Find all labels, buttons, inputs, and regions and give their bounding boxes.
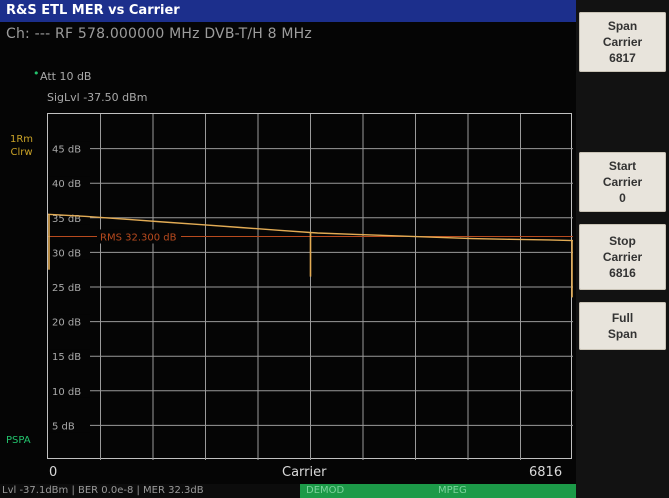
status-mpeg: MPEG [390, 484, 576, 498]
status-bar: Lvl -37.1dBm | BER 0.0e-8 | MER 32.3dB D… [0, 484, 576, 498]
title-bar: R&S ETL MER vs Carrier [0, 0, 576, 22]
start-carrier-button[interactable]: Start Carrier 0 [579, 152, 666, 212]
stop-carrier-line2: Carrier [602, 250, 643, 264]
span-carrier-line2: Carrier [602, 35, 643, 49]
start-carrier-line2: Carrier [602, 175, 643, 189]
rms-label: RMS 32.300 dB [100, 232, 177, 243]
status-level-ber-mer: Lvl -37.1dBm | BER 0.0e-8 | MER 32.3dB [0, 484, 300, 498]
span-carrier-line3: 6817 [609, 51, 636, 65]
y-tick-label: 15 dB [52, 352, 81, 363]
softkey-panel: Span Carrier 6817 Start Carrier 0 Stop C… [576, 0, 669, 498]
mer-plot: 45 dB 40 dB 35 dB 30 dB 25 dB 20 dB 15 dB 10 dB… [47, 113, 573, 460]
y-tick-label-bg [48, 418, 90, 433]
y-tick-label: 45 dB [52, 145, 81, 156]
channel-info: Ch: --- RF 578.000000 MHz DVB-T/H 8 MHz [6, 26, 312, 42]
pspa-label: PSPA [6, 435, 31, 446]
y-tick-label: 40 dB [52, 179, 81, 190]
y-tick-label-bg [48, 349, 90, 364]
y-tick-label: 35 dB [52, 214, 81, 225]
analyzer-screen: R&S ETL MER vs Carrier Ch: --- RF 578.00… [0, 0, 576, 498]
stop-carrier-line3: 6816 [609, 266, 636, 280]
trace-mode-label: 1Rm Clrw [10, 133, 33, 159]
attenuation-label: • Att 10 dB [33, 67, 92, 83]
attenuation-value: Att 10 dB [40, 70, 92, 83]
y-tick-label: 30 dB [52, 248, 81, 259]
x-axis-title: Carrier [282, 465, 327, 480]
status-demod: DEMOD [300, 484, 390, 498]
y-tick-label: 20 dB [52, 318, 81, 329]
y-tick-label-bg [48, 176, 90, 191]
start-carrier-line3: 0 [619, 191, 626, 205]
y-tick-label: 25 dB [52, 283, 81, 294]
rms-label-bg [97, 229, 181, 244]
signal-level-label: SigLvl -37.50 dBm [47, 91, 148, 104]
start-carrier-line1: Start [608, 159, 637, 173]
trace-mode-line1: 1Rm [10, 134, 34, 145]
span-carrier-line1: Span [607, 19, 638, 33]
x-axis-end-label: 6816 [529, 465, 563, 480]
y-tick-label: 5 dB [52, 421, 75, 432]
stop-carrier-button[interactable]: Stop Carrier 6816 [579, 224, 666, 290]
full-span-line2: Span [607, 327, 638, 341]
y-tick-label-bg [48, 314, 90, 329]
mer-chart-svg: 45 dB 40 dB 35 dB 30 dB 25 dB 20 dB 15 dB 10 dB… [48, 114, 573, 460]
y-tick-label-bg [48, 141, 90, 156]
stop-carrier-line1: Stop [609, 234, 636, 248]
y-tick-label-bg [48, 280, 90, 294]
y-tick-label-bg [48, 383, 90, 398]
trace-mode-line2: Clrw [10, 147, 33, 158]
full-span-line1: Full [611, 311, 634, 325]
marker-dot-icon: • [33, 67, 40, 80]
mer-trace [48, 213, 573, 242]
y-tick-label: 10 dB [52, 387, 81, 398]
y-tick-label-bg [48, 245, 90, 260]
x-axis-start-label: 0 [49, 465, 58, 480]
full-span-button[interactable]: Full Span [579, 302, 666, 350]
span-carrier-button[interactable]: Span Carrier 6817 [579, 12, 666, 72]
